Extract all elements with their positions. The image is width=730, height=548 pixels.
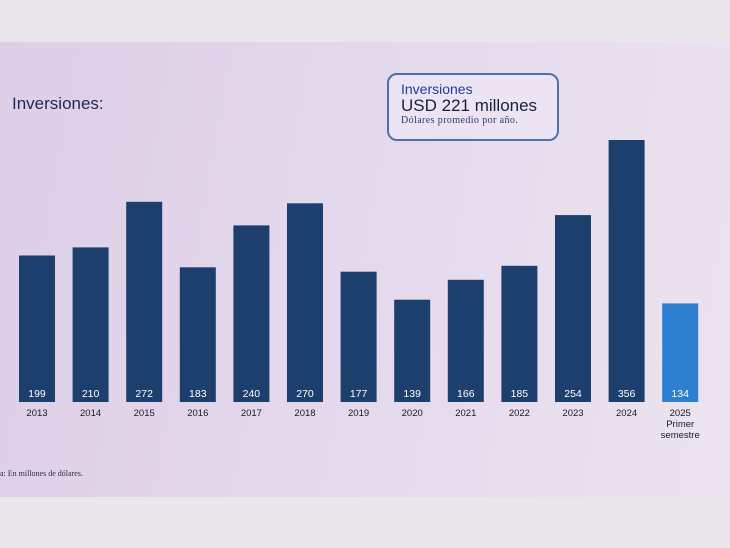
bar-0: [19, 255, 55, 402]
x-tick-label-10: 2023: [562, 408, 583, 419]
x-tick-label-12: 2025 Primer semestre: [661, 408, 700, 441]
value-label-6: 177: [350, 388, 368, 400]
bar-10: [555, 215, 591, 402]
value-label-1: 210: [82, 388, 100, 400]
investment-bar-chart: 199 2013 210 2014 272 2015 183 2016 240 2017 270 20…: [19, 140, 700, 441]
callout-title: Inversiones: [401, 81, 473, 97]
bar-6: [340, 271, 377, 402]
x-tick-label-5: 2018: [294, 408, 315, 419]
footnote: a: En millones de dólares.: [0, 469, 83, 478]
bar-5: [287, 203, 323, 402]
bar-3: [179, 267, 216, 402]
x-tick-label-4: 2017: [241, 408, 262, 419]
x-tick-label-3: 2016: [187, 408, 208, 419]
value-label-9: 185: [511, 388, 529, 400]
x-tick-label-11: 2024: [616, 408, 637, 419]
bar-7: [394, 299, 431, 402]
x-tick-label-0: 2013: [26, 408, 47, 419]
value-label-11: 356: [618, 388, 636, 400]
value-label-4: 240: [243, 388, 261, 400]
value-label-8: 166: [457, 388, 475, 400]
average-callout-box: Inversiones USD 221 millones Dólares pro…: [387, 73, 559, 141]
slide-panel: Inversiones: Inversiones USD 221 millone…: [0, 42, 730, 497]
bar-11: [608, 140, 645, 402]
bar-2: [126, 201, 163, 402]
x-tick-label-9: 2022: [509, 408, 530, 419]
value-label-0: 199: [28, 388, 46, 400]
callout-subtitle: Dólares promedio por año.: [401, 115, 519, 126]
callout-amount: USD 221 millones: [401, 96, 538, 115]
value-label-10: 254: [564, 388, 582, 400]
x-tick-label-8: 2021: [455, 408, 476, 419]
x-tick-label-1: 2014: [80, 408, 101, 419]
x-tick-label-6: 2019: [348, 408, 369, 419]
bar-8: [447, 279, 484, 402]
bar-4: [233, 225, 270, 402]
bar-9: [501, 265, 538, 402]
value-label-5: 270: [296, 388, 314, 400]
slide-title: Inversiones:: [12, 94, 104, 113]
value-label-7: 139: [403, 388, 421, 400]
value-label-2: 272: [135, 388, 153, 400]
x-tick-label-7: 2020: [402, 408, 423, 419]
bar-12: [662, 303, 699, 402]
bar-1: [72, 247, 109, 402]
value-label-12: 134: [671, 388, 689, 400]
x-tick-label-2: 2015: [134, 408, 155, 419]
value-label-3: 183: [189, 388, 207, 400]
